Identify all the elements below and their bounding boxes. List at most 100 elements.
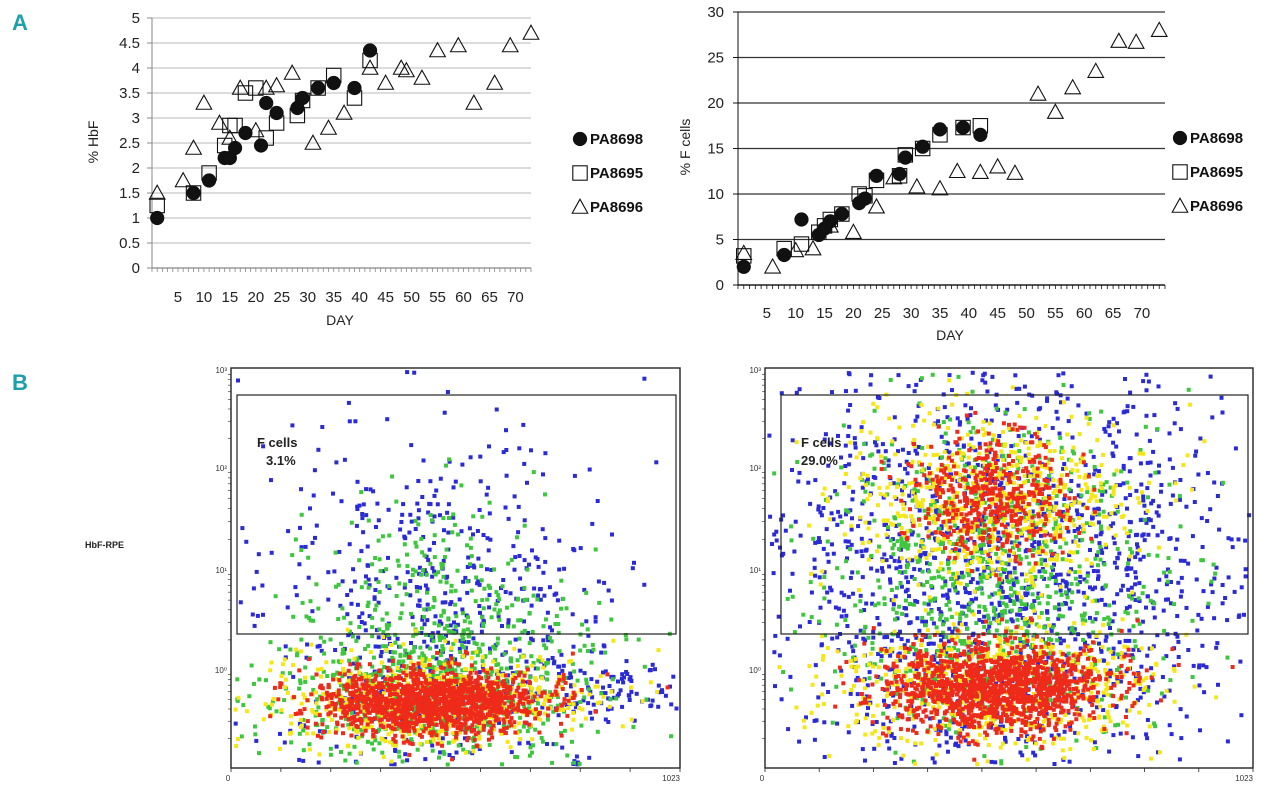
hbf-pa8696-point	[174, 171, 192, 188]
hbf-x-tick-label: 20	[247, 289, 264, 306]
hbf-x-tick-label: 5	[174, 289, 182, 306]
fcells-y-tick-label: 0	[716, 277, 724, 294]
fcells-x-tick-label: 65	[1105, 305, 1122, 322]
fcells-x-tick-label: 50	[1018, 305, 1035, 322]
hbf-y-tick-label: 2.5	[119, 135, 140, 152]
fcells-pa8695-point	[851, 186, 867, 202]
fcells-pa8695-point	[972, 118, 989, 134]
hbf-x-tick-label: 25	[273, 289, 290, 306]
flow-right-x-tick-label: 1023	[1235, 774, 1253, 783]
hbf-pa8695-point	[185, 185, 202, 201]
hbf-x-tick-label: 55	[429, 289, 446, 306]
hbf-x-tick-label: 65	[481, 289, 498, 306]
fcells-x-tick-label: 60	[1076, 305, 1093, 322]
hbf-pa8698-point	[347, 80, 362, 96]
hbf-legend-marker-pa8696	[571, 198, 589, 214]
fcells-pa8696-point	[1087, 62, 1105, 78]
fcells-pa8696-point	[948, 162, 967, 179]
panel-label-a: A	[12, 10, 28, 35]
flow-left-x-tick-label: 1023	[662, 774, 680, 783]
fcells-pa8696-point	[1127, 33, 1145, 49]
fcells-pa8696-point	[821, 216, 840, 233]
hbf-y-tick-label: 4	[132, 60, 140, 77]
fcells-pa8696-point	[1150, 21, 1168, 37]
fcells-x-tick-label: 35	[932, 305, 949, 322]
hbf-y-tick-label: 5	[132, 10, 140, 27]
fcells-pa8696-point	[1110, 32, 1128, 48]
hbf-pa8695-point	[289, 107, 306, 124]
hbf-pa8698-point	[269, 105, 284, 121]
flow-plot-left: F cells 3.1% 10³ 10² 10¹ 10⁰ 0 1023	[215, 366, 681, 783]
flow-plot-right: F cells 29.0% 10³ 10² 10¹ 10⁰ 0 1023	[749, 366, 1254, 783]
fcells-pa8696-point	[735, 244, 753, 260]
fcells-pa8695-point	[822, 211, 839, 228]
fcells-x-tick-label: 10	[787, 305, 804, 322]
hbf-pa8696-point	[257, 79, 275, 95]
hbf-pa8695-point	[294, 92, 311, 109]
fcells-pa8695-point	[955, 119, 971, 136]
hbf-pa8696-point	[148, 184, 166, 200]
fcells-pa8698-point	[857, 191, 873, 206]
hbf-pa8696-point	[267, 76, 286, 93]
hbf-pa8695-point	[227, 117, 243, 134]
hbf-x-tick-label: 70	[507, 289, 524, 306]
panel-label-b: B	[12, 370, 28, 395]
flow-left-y-tick-label: 10²	[215, 464, 227, 473]
hbf-pa8695-point	[216, 137, 233, 154]
fcells-pa8696-point	[867, 197, 886, 214]
fcells-pa8698-point	[794, 212, 809, 227]
hbf-pa8696-point	[522, 24, 540, 40]
gate-label-right: F cells	[801, 435, 841, 450]
hbf-x-tick-label: 35	[325, 289, 342, 306]
fcells-y-tick-label: 30	[707, 4, 724, 21]
hbf-pa8696-point	[335, 104, 353, 120]
hbf-pa8698-point	[362, 43, 378, 58]
hbf-pa8695-point	[325, 67, 342, 84]
fcells-chart: DAY % F cells 0 5 10 15 20 25 30 5 10 15 20 25 30 35 4…	[677, 4, 1243, 343]
fcells-y-tick-label: 25	[707, 50, 724, 67]
hbf-x-tick-label: 40	[351, 289, 368, 306]
hbf-y-tick-label: 3	[132, 110, 140, 127]
hbf-y-tick-label: 1.5	[119, 185, 140, 202]
fcells-x-tick-label: 25	[874, 305, 891, 322]
flow-y-axis-label: HbF-RPE	[85, 540, 124, 550]
fcells-legend-pa8695: PA8695	[1190, 164, 1243, 181]
flow-left-frame	[230, 367, 681, 769]
hbf-pa8696-point	[319, 119, 338, 135]
hbf-y-tick-label: 4.5	[119, 35, 140, 52]
hbf-x-tick-label: 15	[222, 289, 239, 306]
hbf-pa8696-point	[392, 59, 410, 75]
fcells-pa8696-point	[971, 163, 990, 179]
fcells-pa8696-point	[1063, 78, 1082, 95]
flow-left-y-tick-label: 10³	[215, 366, 227, 375]
hbf-pa8696-point	[397, 61, 416, 78]
flow-left-y-tick-label: 10¹	[215, 566, 227, 575]
hbf-legend-pa8698: PA8698	[590, 131, 643, 148]
fcells-pa8695-point	[816, 218, 833, 234]
hbf-pa8695-point	[237, 85, 254, 101]
fcells-x-tick-label: 45	[989, 305, 1006, 322]
flow-right-y-tick-label: 10³	[749, 366, 761, 375]
hbf-x-tick-label: 30	[299, 289, 316, 306]
fcells-pa8695-point	[897, 147, 914, 163]
hbf-pa8696-point	[465, 94, 483, 110]
hbf-legend-pa8695: PA8695	[590, 165, 643, 182]
flow-right-x-tick-label: 0	[760, 774, 765, 783]
hbf-pa8695-point	[201, 165, 217, 181]
fcells-pa8698-point	[932, 122, 948, 137]
fcells-pa8696-point	[908, 177, 926, 194]
fcells-pa8695-point	[868, 172, 885, 189]
gate-label-left: F cells	[257, 435, 297, 450]
fcells-pa8696-point	[763, 257, 782, 274]
hbf-legend-marker-pa8698	[572, 131, 588, 147]
fcells-y-tick-label: 15	[707, 141, 724, 158]
fcells-pa8695-point	[776, 240, 792, 257]
gate-value-left: 3.1%	[266, 453, 296, 468]
fcells-pa8698-point	[955, 120, 971, 135]
hbf-pa8696-point	[221, 129, 239, 145]
hbf-pa8696-point	[376, 74, 395, 90]
hbf-legend-marker-pa8695	[572, 165, 588, 181]
hbf-pa8695-point	[362, 52, 378, 69]
fcells-legend-marker-pa8695	[1172, 164, 1188, 180]
fcells-x-tick-label: 5	[763, 305, 771, 322]
